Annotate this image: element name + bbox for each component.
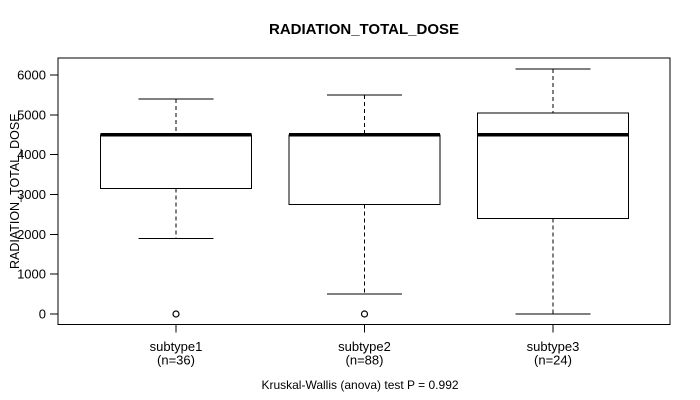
y-axis-tick-label: 2000 xyxy=(17,227,46,242)
x-group-size-label: (n=36) xyxy=(157,353,195,368)
x-category-label: subtype3 xyxy=(527,339,580,354)
stat-test-annotation: Kruskal-Wallis (anova) test P = 0.992 xyxy=(261,378,459,392)
y-axis-label: RADIATION_TOTAL_DOSE xyxy=(8,113,22,269)
x-group-size-label: (n=88) xyxy=(346,353,384,368)
box-group-subtype3: subtype3(n=24) xyxy=(477,68,629,368)
x-category-label: subtype2 xyxy=(338,339,391,354)
iqr-box xyxy=(288,134,441,205)
outlier-point xyxy=(360,310,369,318)
y-axis-tick-label: 6000 xyxy=(17,68,46,83)
y-axis-tick-label: 4000 xyxy=(17,147,46,162)
outlier-point xyxy=(172,310,180,318)
box-group-subtype1: subtype1(n=36) xyxy=(100,98,252,368)
x-category-label: subtype1 xyxy=(150,339,203,354)
box-group-subtype2: subtype2(n=88) xyxy=(288,94,441,368)
chart-title: RADIATION_TOTAL_DOSE xyxy=(268,21,459,38)
iqr-box xyxy=(477,112,629,219)
y-axis-tick-label: 3000 xyxy=(17,187,46,202)
y-axis-tick-label: 5000 xyxy=(17,107,46,122)
y-axis-tick-label: 0 xyxy=(39,307,46,322)
iqr-box xyxy=(100,134,252,190)
x-group-size-label: (n=24) xyxy=(534,353,572,368)
y-axis-tick-label: 1000 xyxy=(17,267,46,282)
